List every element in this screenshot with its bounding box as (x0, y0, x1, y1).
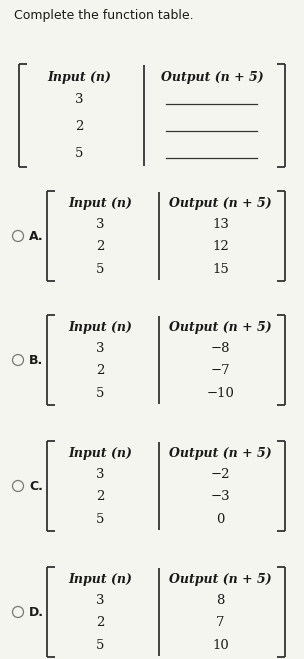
Text: −7: −7 (211, 364, 230, 378)
Text: Complete the function table.: Complete the function table. (14, 9, 194, 22)
Text: Output (n + 5): Output (n + 5) (169, 322, 272, 335)
Text: −10: −10 (207, 387, 234, 400)
Text: −2: −2 (211, 468, 230, 481)
Text: Input (n): Input (n) (68, 322, 132, 335)
Text: Input (n): Input (n) (47, 71, 111, 84)
Text: 2: 2 (96, 364, 105, 378)
Text: 3: 3 (96, 218, 105, 231)
Text: −8: −8 (211, 342, 230, 355)
Text: C.: C. (29, 480, 43, 492)
Text: 5: 5 (96, 387, 105, 400)
Text: 3: 3 (74, 93, 83, 106)
Text: Input (n): Input (n) (68, 198, 132, 210)
Text: Output (n + 5): Output (n + 5) (161, 71, 264, 84)
Text: 12: 12 (212, 241, 229, 254)
Text: 5: 5 (96, 639, 105, 652)
Text: 7: 7 (216, 617, 225, 629)
Text: Output (n + 5): Output (n + 5) (169, 198, 272, 210)
Text: A.: A. (29, 229, 44, 243)
Text: 8: 8 (216, 594, 225, 607)
Text: 2: 2 (75, 120, 83, 133)
Text: 2: 2 (96, 617, 105, 629)
Text: 15: 15 (212, 263, 229, 276)
Text: Input (n): Input (n) (68, 447, 132, 461)
Text: 2: 2 (96, 490, 105, 503)
Text: 5: 5 (75, 147, 83, 160)
Text: Input (n): Input (n) (68, 573, 132, 587)
Text: 5: 5 (96, 263, 105, 276)
Text: 3: 3 (96, 594, 105, 607)
Text: Output (n + 5): Output (n + 5) (169, 447, 272, 461)
Text: 3: 3 (96, 342, 105, 355)
Text: 2: 2 (96, 241, 105, 254)
Text: B.: B. (29, 353, 43, 366)
Text: D.: D. (29, 606, 44, 619)
Text: 5: 5 (96, 513, 105, 526)
Text: −3: −3 (211, 490, 230, 503)
Text: 3: 3 (96, 468, 105, 481)
Text: 0: 0 (216, 513, 225, 526)
Text: Output (n + 5): Output (n + 5) (169, 573, 272, 587)
Text: 10: 10 (212, 639, 229, 652)
Text: 13: 13 (212, 218, 229, 231)
